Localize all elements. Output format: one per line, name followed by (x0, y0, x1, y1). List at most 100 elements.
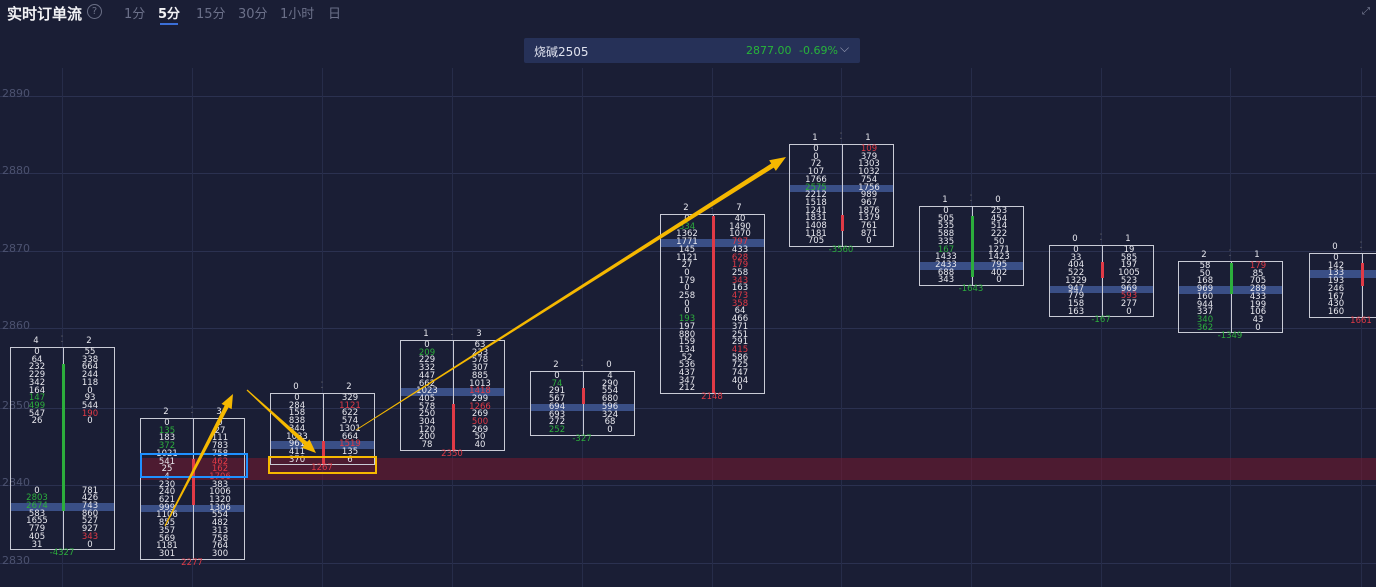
bid-volume: 229 (28, 370, 46, 381)
footprint-candle[interactable]: 0 40 334 1490 1362 1070 1771 797 145 433 1121 628 27… (660, 214, 765, 395)
footprint-candle[interactable]: 0 55 64 338 232 664 229 244 342 118 164 0 147 93 499 54… (10, 347, 115, 551)
footprint-candle[interactable]: 0 253 505 454 535 514 588 222 335 50 167 1271 1433 14… (919, 206, 1024, 286)
footprint-candle[interactable]: 0 4 74 290 291 554 567 680 694 596 693 324 272 68 252 0 (530, 371, 635, 436)
bid-volume: 583 (28, 508, 46, 519)
bid-volume: 1181 (156, 541, 178, 552)
bid-volume: 1181 (805, 228, 827, 239)
bid-volume: 569 (158, 533, 176, 544)
footprint-candle[interactable]: 58 179 50 85 168 705 969 289 160 433 944 199 337 106 3… (1178, 261, 1283, 334)
ask-volume: 1266 (469, 401, 491, 412)
bid-volume: 1408 (805, 221, 827, 231)
tab-5min[interactable]: 5分 (158, 3, 180, 25)
ask-volume: 1756 (858, 182, 880, 193)
bid-volume: 779 (28, 524, 46, 535)
bid-volume: 499 (28, 400, 46, 411)
delta-bar (62, 364, 65, 511)
ask-volume: 55 (84, 347, 96, 357)
candle-header: 0 ⁚ 2 (270, 381, 375, 392)
time-gridline (841, 68, 842, 587)
candle-divider (453, 341, 454, 450)
bid-volume: 1766 (805, 174, 827, 185)
header-right: 2 (346, 382, 352, 392)
ask-volume: 433 (1249, 291, 1267, 302)
bid-volume: 229 (418, 355, 436, 366)
ask-volume: 0 (737, 383, 743, 394)
footprint-candle[interactable]: 0013527183111372783102175854146225162417… (140, 418, 245, 560)
ask-volume: 554 (601, 386, 619, 397)
bid-volume: 621 (158, 495, 176, 505)
delta-bar (1361, 262, 1364, 286)
ask-volume: 50 (474, 432, 486, 443)
ask-volume: 1006 (209, 487, 231, 498)
bid-volume: 437 (678, 368, 696, 378)
bid-volume: 78 (421, 440, 433, 451)
bid-volume: 193 (678, 314, 696, 325)
ask-volume: 40 (474, 440, 486, 451)
time-gridline (192, 68, 193, 587)
tab-30min[interactable]: 30分 (238, 7, 268, 22)
header-left: 0 (1072, 234, 1078, 244)
footprint-candle[interactable]: 0 63 209 233 229 578 332 307 447 885 662 1013 1023 14… (400, 340, 505, 451)
ask-volume: 383 (211, 479, 229, 490)
ask-volume: 1379 (858, 213, 880, 224)
ask-volume: 1418 (469, 386, 491, 397)
bid-volume: 578 (418, 401, 436, 412)
candle-header: 2 ⁚ 3 (140, 406, 245, 417)
footprint-candle[interactable]: 0 109 0 379 72 1303 107 1032 1766 754 2575 1756 2212… (789, 144, 894, 248)
ask-volume: 1013 (469, 378, 491, 389)
ask-volume: 179 (1249, 261, 1267, 271)
ask-volume: 764 (211, 541, 229, 552)
bid-volume: 505 (937, 213, 955, 224)
footprint-candle[interactable]: 0 142 133 193 246 167 430 160 (1309, 253, 1376, 318)
bid-volume: 357 (158, 525, 176, 536)
bid-volume: 0 (294, 393, 300, 403)
delta-bar (841, 215, 844, 231)
ask-volume: 299 (471, 393, 489, 404)
ask-volume: 258 (731, 267, 749, 278)
ask-volume: 64 (734, 306, 746, 317)
chevron-down-icon[interactable]: ⌵ (840, 41, 850, 55)
bid-volume: 1831 (805, 213, 827, 224)
ask-volume: 596 (601, 401, 619, 412)
bid-volume: 120 (418, 424, 436, 435)
candle-delta: 1661 (1350, 315, 1372, 326)
expand-arrows-icon[interactable]: ⤢ (1362, 6, 1370, 17)
question-circle-icon[interactable]: ? (87, 4, 102, 19)
ask-volume: 277 (1120, 298, 1138, 309)
header-separator: ⁚ (1099, 233, 1103, 243)
bid-volume: 705 (807, 236, 825, 247)
ask-volume: 783 (211, 441, 229, 452)
footprint-candle[interactable]: 0329284112115862283857434413011033664961… (270, 393, 375, 466)
bid-volume: 27 (681, 260, 693, 271)
bid-volume: 1241 (805, 205, 827, 216)
ask-volume: 222 (990, 229, 1008, 240)
symbol-name: 烧碱2505 (534, 45, 589, 59)
price-gridline (0, 563, 1376, 564)
footprint-candle[interactable]: 0 19 33 585 404 197 522 1005 1329 523 947 969 779 593… (1049, 245, 1154, 318)
ask-volume: 190 (81, 408, 99, 419)
bid-volume: 344 (288, 423, 306, 434)
ask-volume: 1301 (339, 423, 361, 434)
bid-volume: 362 (1196, 322, 1214, 333)
poc-row (401, 388, 504, 396)
tab-15min[interactable]: 15分 (196, 7, 226, 22)
ask-volume: 269 (471, 409, 489, 420)
ask-volume: 593 (1120, 291, 1138, 302)
ask-volume: 379 (860, 151, 878, 162)
bid-volume: 240 (158, 487, 176, 498)
candle-delta: 2277 (181, 557, 203, 568)
tab-day[interactable]: 日 (328, 7, 342, 22)
ask-volume: 1005 (1118, 268, 1140, 279)
time-gridline (62, 68, 63, 587)
time-gridline (452, 68, 453, 587)
tab-1min[interactable]: 1分 (124, 7, 146, 22)
bid-volume: 0 (34, 347, 40, 357)
ask-volume: 68 (604, 417, 616, 428)
tab-1hour[interactable]: 1小时 (280, 7, 315, 22)
price-label: 2850 (2, 399, 30, 412)
price-gridline (0, 251, 1376, 252)
ask-volume: 1519 (339, 439, 361, 450)
symbol-selector[interactable]: 烧碱2505 2877.00 -0.69% ⌵ (524, 38, 860, 63)
ask-volume: 871 (860, 228, 878, 239)
candle-divider (842, 145, 843, 247)
